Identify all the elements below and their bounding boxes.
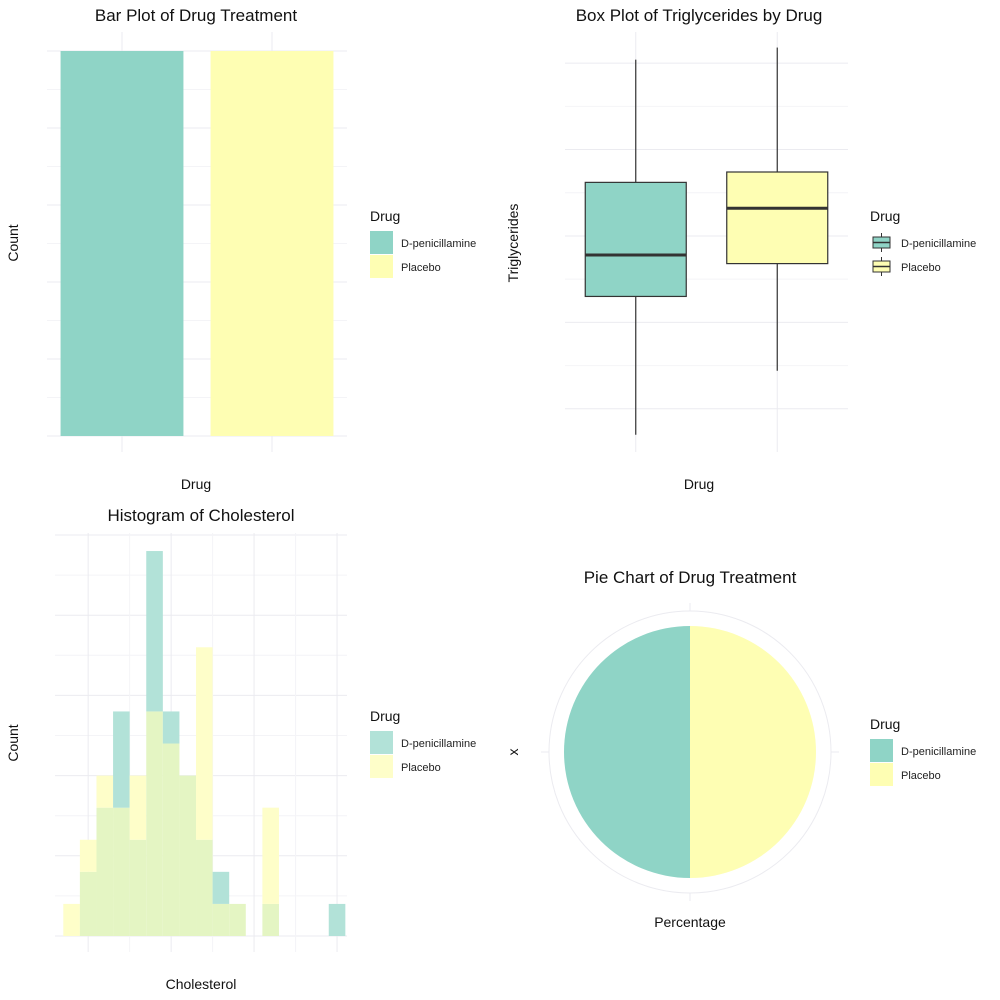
histogram-bar-overlap: [79, 871, 97, 936]
pie-chart-grid: [541, 603, 839, 901]
bar-plot-x-axis-title: Drug: [181, 476, 211, 492]
bar-plot-legend-label-dpen: D-penicillamine: [401, 238, 476, 250]
box-iqr-dpen: [584, 181, 687, 298]
histogram-panel: Histogram of Cholesterol Cholesterol Cou…: [5, 506, 476, 992]
box-plot-legend: Drug D-penicillamine Placebo: [870, 208, 976, 276]
box-plot-boxes: [584, 47, 829, 435]
histogram-bar-placebo: [196, 647, 213, 840]
bar-plot-panel: Bar Plot of Drug Treatment Drug Count Dr…: [5, 6, 476, 492]
bar-plot-legend: Drug D-penicillamine Placebo: [370, 208, 476, 278]
histogram-bars: [63, 551, 346, 936]
pie-chart-title: Pie Chart of Drug Treatment: [584, 568, 797, 587]
pie-chart-slices: [564, 626, 816, 878]
histogram-bar-overlap: [113, 807, 130, 936]
pie-slice-dpen: [564, 626, 690, 878]
histogram-legend-key-dpen: [370, 731, 393, 754]
histogram-y-axis-title: Count: [5, 724, 21, 761]
histogram-x-axis-title: Cholesterol: [166, 976, 237, 992]
box-plot-title: Box Plot of Triglycerides by Drug: [576, 6, 823, 25]
histogram-legend-label-placebo: Placebo: [401, 762, 441, 774]
histogram-bar-overlap: [146, 711, 163, 936]
histogram-bar-overlap: [129, 839, 147, 936]
box-plot-legend-title: Drug: [870, 208, 900, 224]
pie-chart-legend: Drug D-penicillamine Placebo: [870, 716, 976, 786]
pie-chart-legend-title: Drug: [870, 716, 900, 732]
bar-plot-legend-key-placebo: [370, 255, 393, 278]
histogram-bar-overlap: [212, 903, 230, 936]
histogram-bar-overlap: [162, 743, 180, 936]
histogram-legend: Drug D-penicillamine Placebo: [370, 708, 476, 778]
histogram-bar-dpen: [146, 551, 163, 712]
pie-slice-placebo: [690, 626, 816, 878]
box-plot-legend-key-placebo: [872, 257, 891, 276]
histogram-bar-placebo: [79, 839, 97, 872]
histogram-bar-placebo: [262, 807, 279, 904]
histogram-bar-placebo: [129, 775, 147, 840]
pie-chart-x-axis-title: Percentage: [654, 914, 726, 930]
box-plot-panel: Box Plot of Triglycerides by Drug Drug T…: [505, 6, 976, 492]
box-plot-y-axis-title: Triglycerides: [505, 204, 521, 283]
bar-plot-legend-label-placebo: Placebo: [401, 262, 441, 274]
bar-plot-title: Bar Plot of Drug Treatment: [95, 6, 297, 25]
histogram-bar-overlap: [262, 903, 279, 936]
histogram-bar-overlap: [229, 903, 246, 936]
pie-chart-legend-key-placebo: [870, 763, 893, 786]
pie-chart-legend-label-placebo: Placebo: [901, 770, 941, 782]
box-plot-legend-label-placebo: Placebo: [901, 262, 941, 274]
pie-chart-panel: Pie Chart of Drug Treatment Percentage x…: [505, 568, 976, 930]
histogram-bar-overlap: [179, 775, 197, 936]
box-plot-x-axis-title: Drug: [684, 476, 714, 492]
histogram-bar-overlap: [96, 807, 114, 936]
box-plot-legend-label-dpen: D-penicillamine: [901, 238, 976, 250]
histogram-legend-label-dpen: D-penicillamine: [401, 738, 476, 750]
histogram-bar-dpen: [328, 903, 346, 936]
pie-chart-legend-label-dpen: D-penicillamine: [901, 746, 976, 758]
pie-chart-legend-key-dpen: [870, 739, 893, 762]
histogram-bar-placebo: [96, 775, 114, 808]
histogram-bar-placebo: [63, 903, 80, 936]
bar-plot-y-axis-title: Count: [5, 224, 21, 261]
histogram-bar-dpen: [113, 711, 130, 808]
bar-plot-bars: [60, 51, 334, 436]
histogram-bar-dpen: [162, 711, 180, 744]
bar-placebo: [210, 51, 334, 436]
box-plot-legend-key-dpen: [872, 233, 891, 252]
histogram-bar-overlap: [196, 839, 213, 936]
histogram-legend-title: Drug: [370, 708, 400, 724]
histogram-title: Histogram of Cholesterol: [107, 506, 294, 525]
pie-chart-y-axis-title: x: [505, 749, 521, 756]
bar-plot-legend-title: Drug: [370, 208, 400, 224]
histogram-legend-key-placebo: [370, 755, 393, 778]
histogram-bar-dpen: [212, 871, 230, 904]
bar-dpen: [60, 51, 184, 436]
box-iqr-placebo: [726, 171, 829, 265]
bar-plot-legend-key-dpen: [370, 231, 393, 254]
